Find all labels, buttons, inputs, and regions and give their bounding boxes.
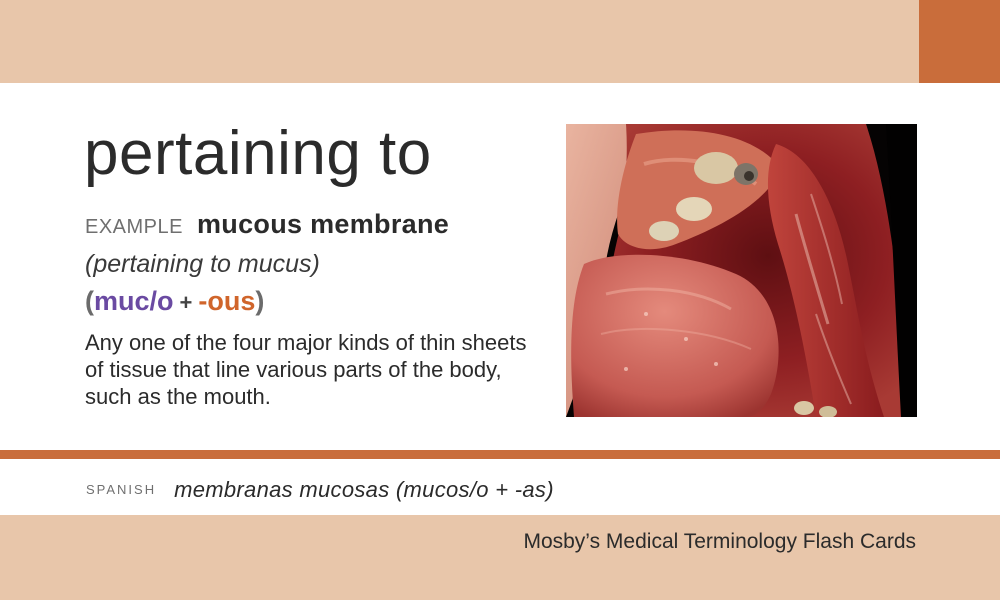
spanish-label: SPANISH xyxy=(86,482,157,497)
example-gloss: (pertaining to mucus) xyxy=(85,250,320,278)
term-heading: pertaining to xyxy=(84,119,432,188)
spanish-line: SPANISH membranas mucosas (mucos/o + -as) xyxy=(86,476,554,504)
example-line: EXAMPLE mucous membrane xyxy=(85,207,449,246)
example-label: EXAMPLE xyxy=(85,216,183,238)
corner-accent-block xyxy=(919,0,1000,83)
top-band xyxy=(0,0,1000,83)
spanish-translation: membranas mucosas (mucos/o + -as) xyxy=(174,477,554,502)
bottom-band xyxy=(0,515,1000,600)
parts-close-paren: ) xyxy=(255,286,265,316)
example-word: mucous membrane xyxy=(196,209,450,239)
word-part-root: muc/o xyxy=(94,286,174,316)
publisher-title: Mosby’s Medical Terminology Flash Cards xyxy=(523,530,916,553)
word-part-suffix: -ous xyxy=(198,286,256,316)
definition-text: Any one of the four major kinds of thin … xyxy=(85,330,527,409)
word-parts: (muc/o + -ous) xyxy=(85,283,264,321)
parts-open-paren: ( xyxy=(85,286,94,316)
mouth-photo xyxy=(566,124,917,417)
divider-bar xyxy=(0,450,1000,459)
word-part-plus: + xyxy=(179,290,193,315)
